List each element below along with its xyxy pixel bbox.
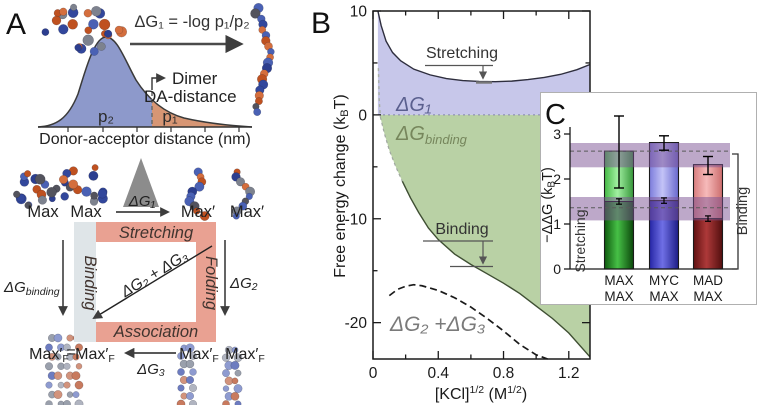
chart-b-yaxis-label: Free energy change (kBT) xyxy=(332,94,351,277)
molecule-illustrations xyxy=(13,2,275,405)
svg-text:3: 3 xyxy=(553,126,561,142)
svg-text:1: 1 xyxy=(553,216,561,232)
zoom-triangle-icon xyxy=(123,158,159,207)
panel-a-diagram: A p₂ p₁ Dimer DA-distance Donor-acceptor… xyxy=(3,2,275,405)
association-bar xyxy=(96,322,216,342)
bar-stretching-segment-2 xyxy=(693,218,723,269)
dg3-label: ΔG₃ xyxy=(136,361,165,378)
diagonal-arrow-icon xyxy=(92,245,213,320)
stretch-error-bar-1 xyxy=(661,197,667,204)
binding-bracket xyxy=(732,153,739,270)
dg1-formula: ΔG₁ = -log p₁/p₂ xyxy=(134,13,249,31)
category-label-1-1: MAX xyxy=(649,289,678,304)
species-max-1: Max xyxy=(27,203,59,221)
chart-b-xaxis-label: [KCl]1/2 (M1/2) xyxy=(435,384,527,403)
svg-text:-20: -20 xyxy=(345,315,368,332)
panel-c-label: C xyxy=(545,99,566,131)
stretching-label: Stretching xyxy=(119,224,194,242)
area-1 xyxy=(380,114,590,357)
svg-text:10: 10 xyxy=(350,4,368,21)
panel-b-chart: 100-10-200 0.4 0.8 1.2 B Free energy change… xyxy=(311,4,591,403)
species-maxprime-1: Max′ xyxy=(181,203,215,221)
svg-text:2: 2 xyxy=(553,171,561,187)
species-max-2: Max xyxy=(70,203,102,221)
distribution-curve xyxy=(37,36,253,128)
binding-curve xyxy=(401,181,591,358)
binding-side-label: Binding xyxy=(735,187,751,235)
error-bar-0 xyxy=(614,115,624,189)
folding-label: Folding xyxy=(202,256,220,311)
dg-binding-label: ΔGbinding xyxy=(3,279,60,298)
chart-c-yaxis-label: −ΔΔG (kBT) xyxy=(541,167,558,243)
stretching-bar xyxy=(96,222,216,242)
dg1-cycle-label: ΔG₁ xyxy=(128,193,156,210)
stretching-side-label: Stretching xyxy=(572,209,588,272)
binding-curve-extrapolated xyxy=(379,116,412,199)
species-maxf-2: Max′F xyxy=(75,346,115,365)
category-label-1-0: MYC xyxy=(649,273,679,288)
stretch-error-bar-2 xyxy=(705,215,711,222)
reference-band-0 xyxy=(570,143,730,168)
svg-text:1.2: 1.2 xyxy=(558,365,580,382)
p2-label: p₂ xyxy=(98,107,114,126)
species-maxf-3: Max′F xyxy=(179,346,219,365)
svg-text:-10: -10 xyxy=(345,211,368,228)
svg-text:0: 0 xyxy=(369,365,378,382)
reference-band-1 xyxy=(570,197,730,221)
chart-b-plot: 100-10-200 0.4 0.8 1.2 xyxy=(345,4,591,383)
dimer-label-line1: Dimer xyxy=(172,69,218,88)
svg-text:0.4: 0.4 xyxy=(427,365,449,382)
hist-x-ticks xyxy=(67,127,240,132)
binding-bar xyxy=(74,222,96,342)
dimer-pointer-arrow-icon xyxy=(151,73,166,90)
curve-0 xyxy=(377,10,591,83)
category-label-0-1: MAX xyxy=(604,289,633,304)
area-0 xyxy=(377,11,590,115)
da-distance-histogram: p₂ p₁ Dimer DA-distance Donor-acceptor d… xyxy=(37,36,253,148)
category-label-2-0: MAD xyxy=(693,273,723,288)
panel-b-label: B xyxy=(311,7,331,40)
dimer-label-line2: DA-distance xyxy=(144,87,237,106)
species-maxf-1: Max′F xyxy=(29,346,69,365)
dimer-bond: = xyxy=(66,344,75,361)
category-label-0-0: MAX xyxy=(604,273,633,288)
axis-tick-labels: 100-10-200 0.4 0.8 1.2 xyxy=(345,4,580,383)
species-maxf-4: Max′F xyxy=(225,346,265,365)
thermodynamic-cycle: Max Max Max′ Max′ ΔG₁ Stretching Binding… xyxy=(3,193,265,378)
error-bar-2 xyxy=(703,155,713,176)
association-label: Association xyxy=(113,323,198,341)
svg-text:0.8: 0.8 xyxy=(493,365,515,382)
p1-label: p₁ xyxy=(162,107,177,126)
species-maxprime-2: Max′ xyxy=(230,203,264,221)
binding-annotation: Binding xyxy=(435,221,488,238)
p2-area xyxy=(38,37,152,127)
dg-binding-area-label: ΔGbinding xyxy=(395,123,468,147)
panel-a-label: A xyxy=(6,8,26,41)
curve-2 xyxy=(388,283,548,360)
error-bar-1 xyxy=(659,135,669,151)
stretch-error-bar-0 xyxy=(616,198,622,205)
dg2-label: ΔG₂ xyxy=(229,275,258,292)
stretching-annotation: Stretching xyxy=(426,45,498,62)
dg2-plus-dg3-label: ΔG₂ + ΔG₃ xyxy=(118,247,191,301)
svg-text:0: 0 xyxy=(358,107,367,124)
hist-xaxis-label: Donor-acceptor distance (nm) xyxy=(39,131,251,148)
p1-area xyxy=(152,99,252,127)
curve-3 xyxy=(377,68,382,118)
panel-c-inset: 0 1 2 3 MAX MAX MYC MAX MAD MAX C −ΔΔG (kBT) Stre… xyxy=(540,92,757,305)
dg1-area-label: ΔG₁ xyxy=(395,94,431,116)
dg2-dg3-curve-label: ΔG₂ +ΔG₃ xyxy=(389,313,485,336)
svg-text:0: 0 xyxy=(553,261,561,277)
category-label-2-1: MAX xyxy=(693,289,722,304)
binding-label: Binding xyxy=(81,255,99,311)
